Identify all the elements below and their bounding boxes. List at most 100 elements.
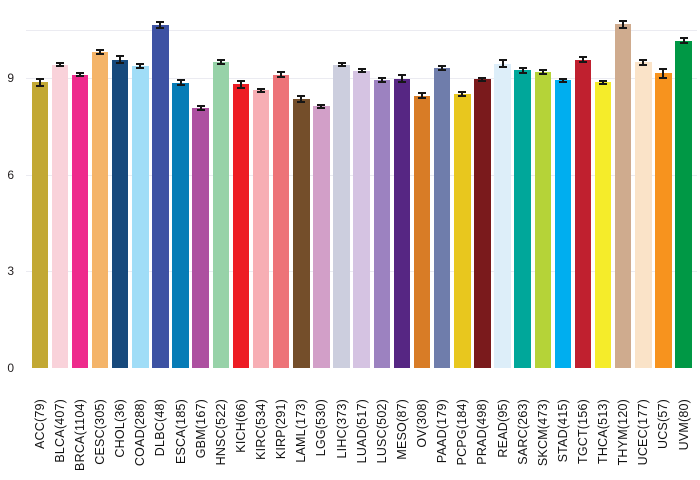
bar xyxy=(454,93,471,368)
error-bar-cap-top xyxy=(639,58,648,61)
error-bar-cap-bottom xyxy=(96,53,105,56)
error-bar-cap-bottom xyxy=(236,86,245,89)
error-bar-cap-top xyxy=(418,92,427,95)
bar xyxy=(594,82,612,368)
error-bar-cap-top xyxy=(599,79,608,82)
error-bar-whisker xyxy=(481,77,484,81)
error-bar-whisker xyxy=(340,63,343,67)
error-bar-cap-bottom xyxy=(397,80,406,83)
error-bar-cap-top xyxy=(216,59,225,62)
error-bar-whisker xyxy=(119,55,122,64)
error-bar-cap-bottom xyxy=(558,80,567,83)
x-axis-label: THYM(120) xyxy=(616,399,631,466)
x-axis-label: SARC(263) xyxy=(515,399,530,465)
x-axis-label: OV(308) xyxy=(415,399,430,448)
y-tick-label: 0 xyxy=(7,361,14,375)
error-bar-whisker xyxy=(521,68,524,73)
bar xyxy=(313,106,330,368)
error-bar-cap-top xyxy=(257,87,266,90)
error-bar-cap-top xyxy=(277,71,286,74)
error-bar-cap-top xyxy=(55,62,64,65)
x-axis-label: KIRC(534) xyxy=(254,399,269,460)
error-bar-cap-top xyxy=(136,63,145,66)
bar xyxy=(433,67,451,368)
error-bar-whisker xyxy=(280,72,283,77)
bar xyxy=(252,90,270,368)
error-bar-cap-bottom xyxy=(35,85,44,88)
error-bar-cap-top xyxy=(458,90,467,93)
error-bar-cap-top xyxy=(377,76,386,79)
error-bar-whisker xyxy=(38,78,41,87)
bar xyxy=(494,63,511,368)
x-axis-label: MESO(87) xyxy=(394,399,409,460)
error-bar-cap-top xyxy=(236,80,245,83)
error-bar-cap-bottom xyxy=(116,62,125,65)
x-axis-label: THCA(513) xyxy=(596,399,611,465)
bar xyxy=(272,74,290,368)
error-bar-whisker xyxy=(561,78,564,82)
bar xyxy=(132,65,149,368)
x-axis-label: BLCA(407) xyxy=(52,399,67,463)
error-bar-cap-bottom xyxy=(317,106,326,109)
x-axis-label: COAD(288) xyxy=(133,399,148,467)
error-bar-whisker xyxy=(320,104,323,108)
error-bar-cap-bottom xyxy=(257,91,266,94)
error-bar-whisker xyxy=(581,56,584,63)
x-axis-label: TGCT(156) xyxy=(575,399,590,465)
error-bar-cap-top xyxy=(659,67,668,70)
error-bar-cap-top xyxy=(518,67,527,70)
bar xyxy=(91,52,109,368)
error-bar-cap-bottom xyxy=(578,61,587,64)
error-bar-whisker xyxy=(78,73,81,77)
error-bar-cap-bottom xyxy=(458,95,467,98)
error-bar-cap-bottom xyxy=(599,82,608,85)
x-axis-label: LAML(173) xyxy=(294,399,309,463)
error-bar-whisker xyxy=(622,20,625,28)
error-bar-whisker xyxy=(461,91,464,97)
error-bar-cap-top xyxy=(297,94,306,97)
error-bar-cap-bottom xyxy=(418,97,427,100)
error-bar-whisker xyxy=(179,80,182,85)
error-bar-whisker xyxy=(159,21,162,29)
error-bar-cap-top xyxy=(438,64,447,67)
error-bar-cap-bottom xyxy=(216,62,225,65)
bar xyxy=(675,40,692,368)
bar xyxy=(534,71,551,368)
error-bar-whisker xyxy=(421,93,424,99)
error-bar-cap-bottom xyxy=(136,66,145,69)
bar xyxy=(413,95,431,368)
x-axis-label: UCEC(177) xyxy=(636,399,651,466)
error-bar-whisker xyxy=(400,75,403,82)
x-axis-label: BRCA(1104) xyxy=(72,399,87,471)
bar xyxy=(232,84,250,368)
x-axis-label: KIRP(291) xyxy=(274,399,289,460)
y-tick-label: 9 xyxy=(7,71,14,86)
error-bar-cap-bottom xyxy=(55,65,64,68)
error-bar-cap-top xyxy=(176,79,185,82)
error-bar-cap-top xyxy=(35,77,44,80)
error-bar-cap-bottom xyxy=(438,68,447,71)
gridline xyxy=(26,29,697,31)
x-axis-label: STAD(415) xyxy=(555,399,570,463)
error-bar-cap-bottom xyxy=(679,42,688,45)
error-bar-cap-top xyxy=(679,37,688,40)
error-bar-whisker xyxy=(219,60,222,64)
error-bar-cap-bottom xyxy=(478,79,487,82)
error-bar-cap-bottom xyxy=(377,80,386,83)
error-bar-cap-top xyxy=(317,103,326,106)
bar xyxy=(51,64,69,368)
error-bar-cap-top xyxy=(498,59,507,62)
error-bar-cap-top xyxy=(538,68,547,71)
error-bar-cap-top xyxy=(116,54,125,57)
error-bar-cap-bottom xyxy=(518,71,527,74)
error-bar-whisker xyxy=(360,69,363,73)
error-bar-whisker xyxy=(602,80,605,84)
bar xyxy=(152,25,169,368)
x-axis-label: ESCA(185) xyxy=(173,399,188,465)
x-axis-label: PRAD(498) xyxy=(475,399,490,465)
y-tick-label: 3 xyxy=(7,264,14,279)
error-bar-cap-bottom xyxy=(297,100,306,103)
x-axis-label: LUAD(517) xyxy=(354,399,369,464)
error-bar-cap-bottom xyxy=(538,72,547,75)
